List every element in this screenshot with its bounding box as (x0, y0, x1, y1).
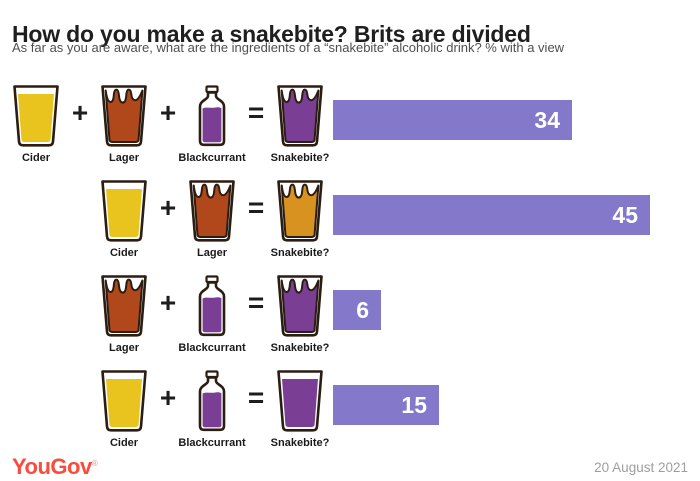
equals-operator: = (247, 97, 265, 128)
equals-operator: = (247, 192, 265, 223)
ingredient-snakebite: Snakebite? (270, 85, 330, 164)
ingredient-label: Cider (109, 437, 139, 449)
ingredient-cider: Cider (8, 85, 64, 164)
ingredient-cider: Cider (96, 370, 152, 449)
ingredient-blackcurrant: Blackcurrant (178, 275, 246, 354)
equation-row: Lager + Blackcurrant = Snakebite? (96, 275, 330, 354)
ingredient-lager: Lager (96, 85, 152, 164)
cider-icon (8, 85, 64, 147)
ingredient-label: Blackcurrant (178, 152, 246, 164)
equation-row: Cider + Lager + Blackcurrant = Snakebite? (8, 85, 330, 164)
ingredient-label: Snakebite? (270, 437, 330, 449)
ingredient-label: Lager (109, 342, 139, 354)
plus-operator: + (159, 287, 177, 318)
registered-mark: ® (91, 458, 98, 468)
ingredient-lager: Lager (96, 275, 152, 354)
lager-icon (96, 275, 152, 337)
ingredient-blackcurrant: Blackcurrant (178, 85, 246, 164)
snakebite-icon (272, 370, 328, 432)
equation-row: Cider + Lager = Snakebite? (96, 180, 330, 259)
blackcurrant-icon (184, 85, 240, 147)
ingredient-snakebite: Snakebite? (270, 180, 330, 259)
ingredient-label: Blackcurrant (178, 437, 246, 449)
bar-value: 34 (534, 106, 560, 133)
publish-date: 20 August 2021 (594, 460, 688, 475)
ingredient-label: Snakebite? (270, 247, 330, 259)
ingredient-label: Lager (197, 247, 227, 259)
yougov-logo-text: YouGov (12, 454, 92, 479)
ingredient-snakebite: Snakebite? (270, 370, 330, 449)
ingredient-snakebite: Snakebite? (270, 275, 330, 354)
blackcurrant-icon (184, 275, 240, 337)
bar-value: 15 (401, 391, 427, 418)
plus-operator: + (159, 97, 177, 128)
percentage-bar: 34 (333, 100, 572, 140)
ingredient-label: Snakebite? (270, 342, 330, 354)
cider-icon (96, 370, 152, 432)
ingredient-label: Snakebite? (270, 152, 330, 164)
ingredient-label: Cider (21, 152, 51, 164)
plus-operator: + (71, 97, 89, 128)
equals-operator: = (247, 382, 265, 413)
ingredient-label: Lager (109, 152, 139, 164)
snakebite-icon (272, 180, 328, 242)
snakebite-icon (272, 275, 328, 337)
ingredient-lager: Lager (184, 180, 240, 259)
percentage-bar: 6 (333, 290, 381, 330)
percentage-bar: 45 (333, 195, 650, 235)
bar-value: 45 (612, 201, 638, 228)
ingredient-label: Blackcurrant (178, 342, 246, 354)
equals-operator: = (247, 287, 265, 318)
page-title: How do you make a snakebite? Brits are d… (12, 21, 531, 48)
cider-icon (96, 180, 152, 242)
page-subtitle: As far as you are aware, what are the in… (12, 40, 565, 55)
lager-icon (96, 85, 152, 147)
bar-value: 6 (356, 296, 369, 323)
ingredient-cider: Cider (96, 180, 152, 259)
blackcurrant-icon (184, 370, 240, 432)
yougov-logo: YouGov® (12, 454, 98, 480)
plus-operator: + (159, 382, 177, 413)
snakebite-icon (272, 85, 328, 147)
equation-row: Cider + Blackcurrant = Snakebite? (96, 370, 330, 449)
lager-icon (184, 180, 240, 242)
ingredient-label: Cider (109, 247, 139, 259)
plus-operator: + (159, 192, 177, 223)
ingredient-blackcurrant: Blackcurrant (178, 370, 246, 449)
percentage-bar: 15 (333, 385, 439, 425)
